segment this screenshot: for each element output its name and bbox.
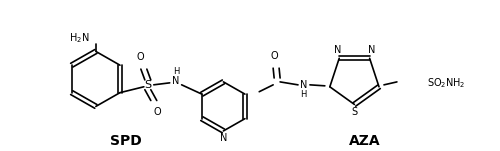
Text: O: O [136, 52, 143, 62]
Text: O: O [154, 107, 162, 117]
Text: H: H [300, 90, 306, 99]
Text: SPD: SPD [110, 134, 142, 148]
Text: N: N [334, 45, 341, 55]
Text: AZA: AZA [348, 134, 380, 148]
Text: N: N [172, 76, 180, 86]
Text: S: S [352, 107, 358, 117]
Text: H: H [174, 67, 180, 76]
Text: O: O [270, 51, 278, 61]
Text: N: N [300, 80, 308, 90]
Text: S: S [144, 80, 152, 90]
Text: SO$_2$NH$_2$: SO$_2$NH$_2$ [426, 76, 466, 90]
Text: H$_2$N: H$_2$N [70, 31, 90, 45]
Text: N: N [368, 45, 376, 55]
Text: N: N [220, 133, 227, 143]
